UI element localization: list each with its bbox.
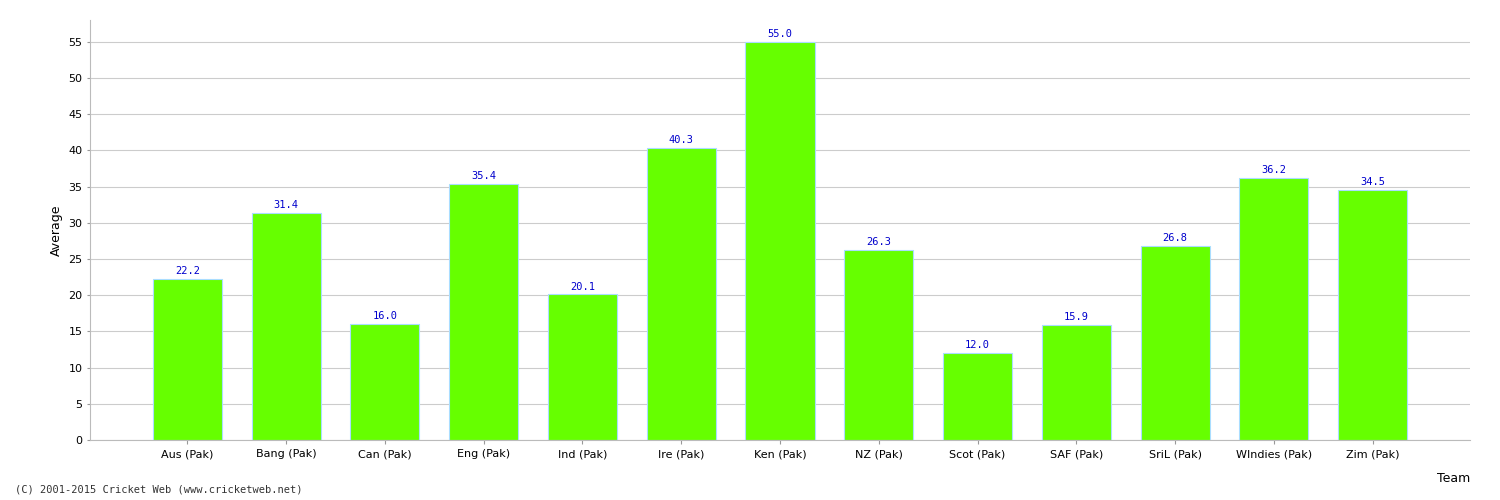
Text: 31.4: 31.4 bbox=[273, 200, 298, 209]
Text: 26.3: 26.3 bbox=[867, 236, 891, 246]
Bar bbox=[351, 324, 420, 440]
Text: (C) 2001-2015 Cricket Web (www.cricketweb.net): (C) 2001-2015 Cricket Web (www.cricketwe… bbox=[15, 485, 303, 495]
Text: 26.8: 26.8 bbox=[1162, 233, 1188, 243]
Bar bbox=[1042, 325, 1112, 440]
Text: 15.9: 15.9 bbox=[1064, 312, 1089, 322]
Text: 35.4: 35.4 bbox=[471, 171, 496, 181]
Text: 12.0: 12.0 bbox=[964, 340, 990, 350]
Bar bbox=[252, 212, 321, 440]
Text: 40.3: 40.3 bbox=[669, 136, 693, 145]
Bar bbox=[944, 353, 1012, 440]
Bar bbox=[844, 250, 914, 440]
Text: 34.5: 34.5 bbox=[1360, 178, 1384, 188]
Y-axis label: Average: Average bbox=[50, 204, 63, 256]
Bar bbox=[548, 294, 616, 440]
Bar bbox=[1140, 246, 1209, 440]
Bar bbox=[1239, 178, 1308, 440]
Bar bbox=[153, 279, 222, 440]
Text: 22.2: 22.2 bbox=[176, 266, 200, 276]
Text: 55.0: 55.0 bbox=[768, 29, 792, 39]
Bar bbox=[746, 42, 814, 440]
Bar bbox=[448, 184, 518, 440]
Text: 16.0: 16.0 bbox=[372, 311, 398, 321]
Bar bbox=[1338, 190, 1407, 440]
Text: Team: Team bbox=[1437, 472, 1470, 486]
Text: 36.2: 36.2 bbox=[1262, 165, 1287, 175]
Text: 20.1: 20.1 bbox=[570, 282, 596, 292]
Bar bbox=[646, 148, 716, 440]
